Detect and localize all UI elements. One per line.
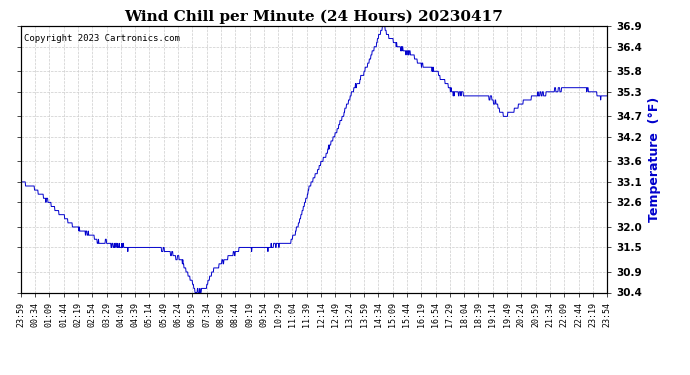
Text: Copyright 2023 Cartronics.com: Copyright 2023 Cartronics.com <box>23 34 179 43</box>
Title: Wind Chill per Minute (24 Hours) 20230417: Wind Chill per Minute (24 Hours) 2023041… <box>124 9 504 24</box>
Y-axis label: Temperature  (°F): Temperature (°F) <box>648 97 661 222</box>
